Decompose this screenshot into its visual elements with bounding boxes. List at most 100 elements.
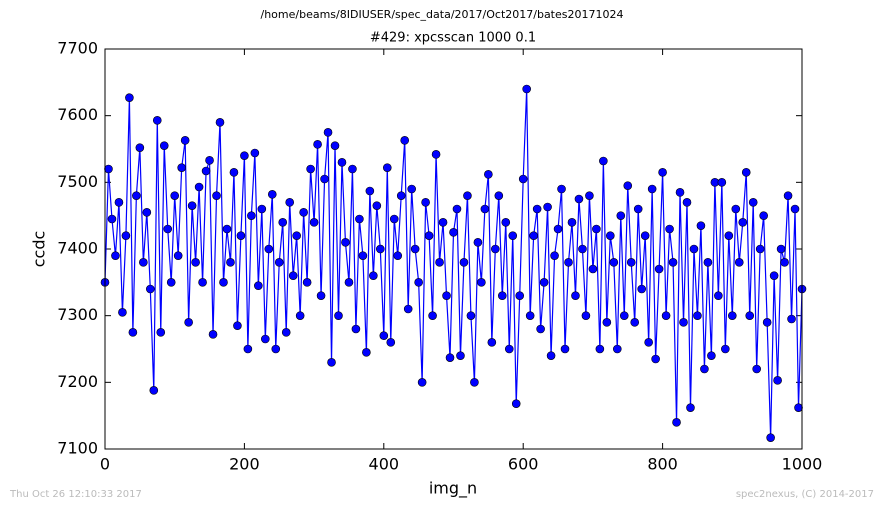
- data-point: [417, 378, 427, 387]
- data-point: [696, 221, 706, 230]
- data-point: [637, 284, 646, 294]
- data-point: [470, 378, 479, 387]
- data-point: [393, 251, 403, 260]
- data-point: [376, 244, 385, 254]
- data-point: [173, 251, 183, 260]
- data-point: [292, 231, 301, 240]
- data-point: [337, 158, 347, 167]
- data-point: [654, 264, 664, 274]
- data-point: [309, 218, 319, 227]
- data-point: [546, 351, 556, 360]
- data-point: [515, 291, 525, 300]
- data-point: [626, 258, 636, 267]
- data-point: [661, 311, 671, 320]
- data-point: [187, 201, 197, 210]
- y-tick-label: 7100: [57, 439, 98, 458]
- data-point: [271, 344, 281, 354]
- data-point: [139, 258, 148, 267]
- y-tick-label: 7500: [57, 172, 98, 191]
- data-point: [264, 244, 274, 254]
- x-tick-label: 0: [100, 455, 110, 474]
- data-point: [201, 166, 211, 176]
- data-point: [306, 164, 315, 174]
- data-point: [299, 208, 308, 217]
- data-point: [382, 163, 392, 172]
- data-point: [734, 258, 744, 267]
- data-point: [776, 244, 786, 254]
- data-point: [278, 218, 288, 227]
- data-point: [267, 190, 277, 199]
- data-point: [755, 244, 765, 254]
- data-point: [198, 278, 207, 287]
- data-point: [787, 314, 796, 324]
- data-point: [473, 238, 483, 247]
- data-point: [261, 334, 270, 344]
- chart-subtitle: /home/beams/8IDIUSER/spec_data/2017/Oct2…: [261, 8, 624, 21]
- data-point: [707, 351, 716, 360]
- chart-title: #429: xpcsscan 1000 0.1: [370, 31, 536, 46]
- y-tick-label: 7700: [57, 39, 98, 58]
- data-point: [274, 258, 284, 267]
- data-point: [445, 353, 455, 362]
- data-point: [163, 224, 173, 234]
- data-point: [766, 433, 775, 442]
- data-point: [647, 184, 657, 194]
- data-point: [118, 308, 127, 317]
- data-point: [578, 244, 587, 254]
- data-point: [191, 258, 200, 267]
- data-point: [571, 291, 580, 300]
- data-point: [316, 291, 326, 300]
- data-point: [421, 198, 430, 207]
- data-point: [250, 148, 260, 158]
- data-point: [783, 191, 793, 200]
- data-point: [396, 191, 406, 200]
- data-point: [449, 228, 458, 237]
- data-point: [759, 211, 768, 220]
- data-point: [731, 204, 741, 214]
- data-point: [630, 318, 640, 327]
- data-point: [588, 264, 598, 274]
- data-point: [745, 311, 755, 320]
- data-point: [459, 258, 469, 267]
- footer-timestamp: Thu Oct 26 12:10:33 2017: [9, 489, 142, 500]
- data-point: [553, 224, 563, 234]
- data-point: [149, 386, 159, 395]
- data-point: [362, 348, 371, 357]
- data-point: [379, 331, 389, 340]
- data-point: [511, 399, 521, 408]
- data-point: [407, 184, 416, 194]
- data-point: [672, 418, 681, 427]
- data-point: [529, 231, 538, 240]
- data-point: [595, 344, 605, 354]
- footer-credit: spec2nexus, (C) 2014-2017: [736, 489, 874, 500]
- data-point: [738, 218, 748, 227]
- data-point: [762, 318, 772, 327]
- data-point: [640, 231, 650, 240]
- data-point: [254, 281, 263, 290]
- data-point: [233, 321, 242, 330]
- data-point: [518, 174, 528, 184]
- data-point: [675, 188, 685, 197]
- y-tick-label: 7300: [57, 305, 98, 324]
- data-point: [592, 224, 601, 234]
- y-tick-label: 7400: [57, 239, 98, 258]
- data-point: [215, 118, 225, 127]
- data-point: [428, 311, 437, 320]
- data-point: [365, 186, 375, 196]
- data-point: [208, 330, 218, 339]
- data-point: [609, 258, 619, 267]
- data-point: [135, 143, 145, 152]
- data-point: [400, 136, 410, 145]
- data-point: [494, 191, 504, 200]
- data-point: [243, 344, 253, 354]
- data-point: [247, 211, 256, 220]
- data-point: [240, 151, 249, 160]
- data-point: [602, 318, 612, 327]
- x-tick-label: 1000: [782, 455, 823, 474]
- data-point: [219, 278, 228, 287]
- data-point: [121, 231, 131, 240]
- data-point: [424, 231, 434, 240]
- data-point: [111, 251, 120, 260]
- data-point: [658, 168, 667, 177]
- data-point: [226, 258, 235, 267]
